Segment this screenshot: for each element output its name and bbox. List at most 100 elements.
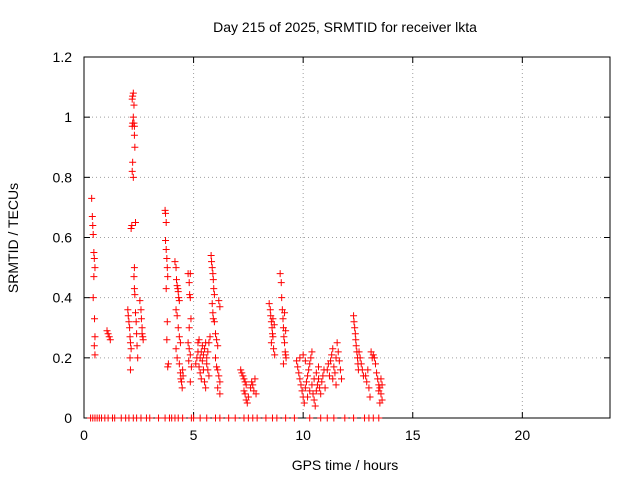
tick-layer bbox=[83, 56, 610, 419]
data-point bbox=[328, 351, 336, 359]
data-point bbox=[311, 402, 319, 410]
data-point bbox=[333, 339, 341, 347]
data-point bbox=[129, 113, 137, 121]
data-point bbox=[90, 273, 98, 281]
data-point bbox=[306, 387, 314, 395]
data-point bbox=[210, 291, 218, 299]
data-point bbox=[306, 360, 314, 368]
data-point bbox=[293, 357, 301, 365]
data-point bbox=[162, 237, 170, 245]
x-tick-labels: 0 5 10 15 20 bbox=[80, 427, 530, 443]
data-point bbox=[132, 218, 140, 226]
data-point bbox=[282, 327, 290, 335]
data-point bbox=[179, 414, 187, 422]
data-point bbox=[187, 315, 195, 323]
data-point bbox=[174, 324, 182, 332]
data-point bbox=[214, 366, 222, 374]
data-point bbox=[176, 339, 184, 347]
data-point bbox=[281, 309, 289, 317]
data-point bbox=[175, 333, 183, 341]
data-point bbox=[373, 369, 381, 377]
data-point bbox=[318, 378, 326, 386]
data-point bbox=[308, 381, 316, 389]
data-point bbox=[375, 387, 383, 395]
data-point bbox=[276, 270, 284, 278]
data-point bbox=[282, 354, 290, 362]
data-point bbox=[130, 101, 138, 109]
data-point bbox=[124, 306, 132, 314]
data-point bbox=[308, 348, 316, 356]
data-point bbox=[248, 378, 256, 386]
data-point bbox=[133, 342, 141, 350]
data-point bbox=[355, 348, 363, 356]
data-point bbox=[132, 309, 140, 317]
data-point bbox=[129, 173, 137, 181]
data-point bbox=[225, 414, 233, 422]
data-point bbox=[304, 372, 312, 380]
data-point bbox=[331, 369, 339, 377]
data-point bbox=[375, 414, 383, 422]
data-point bbox=[90, 342, 98, 350]
data-point bbox=[185, 357, 193, 365]
data-point bbox=[332, 381, 340, 389]
data-point bbox=[90, 255, 98, 263]
data-point bbox=[215, 372, 223, 380]
data-point bbox=[178, 378, 186, 386]
data-point bbox=[253, 414, 261, 422]
data-point bbox=[298, 387, 306, 395]
data-point bbox=[134, 354, 142, 362]
data-point bbox=[90, 249, 98, 257]
data-point bbox=[301, 357, 309, 365]
data-point bbox=[290, 414, 298, 422]
data-point bbox=[195, 336, 203, 344]
data-point bbox=[277, 279, 285, 287]
y-tick-label: 0.2 bbox=[53, 350, 73, 366]
data-point bbox=[309, 390, 317, 398]
data-point bbox=[241, 378, 249, 386]
data-point bbox=[341, 414, 349, 422]
data-point bbox=[231, 414, 239, 422]
data-point bbox=[171, 258, 179, 266]
data-point bbox=[103, 327, 111, 335]
data-point bbox=[273, 414, 281, 422]
data-point bbox=[209, 315, 217, 323]
y-tick-label: 0 bbox=[64, 410, 72, 426]
data-point bbox=[240, 375, 248, 383]
data-point bbox=[266, 306, 274, 314]
data-point bbox=[197, 375, 205, 383]
data-point bbox=[192, 360, 200, 368]
data-point bbox=[130, 131, 138, 139]
data-point bbox=[164, 273, 172, 281]
data-point bbox=[186, 291, 194, 299]
plot-frame bbox=[83, 56, 611, 419]
data-point bbox=[213, 336, 221, 344]
data-point bbox=[357, 360, 365, 368]
data-point bbox=[321, 384, 329, 392]
data-point bbox=[369, 351, 377, 359]
data-point bbox=[332, 354, 340, 362]
data-point bbox=[212, 354, 219, 362]
data-point bbox=[137, 315, 145, 323]
data-point bbox=[297, 381, 305, 389]
data-point bbox=[173, 354, 181, 362]
data-point bbox=[203, 360, 211, 368]
data-point bbox=[294, 363, 302, 371]
y-tick-label: 0.8 bbox=[53, 169, 73, 185]
data-point bbox=[299, 351, 307, 359]
data-point bbox=[281, 339, 289, 347]
data-point bbox=[210, 285, 218, 293]
data-point bbox=[312, 369, 320, 377]
data-point bbox=[209, 309, 217, 317]
data-point bbox=[306, 414, 314, 422]
data-point bbox=[214, 342, 222, 350]
data-point bbox=[186, 270, 194, 278]
data-point bbox=[88, 194, 96, 202]
data-point bbox=[175, 294, 183, 302]
data-point bbox=[364, 366, 372, 374]
data-point bbox=[128, 167, 136, 175]
data-point bbox=[163, 255, 171, 263]
data-point bbox=[269, 315, 277, 323]
data-point bbox=[279, 315, 287, 323]
data-point bbox=[214, 384, 222, 392]
data-point bbox=[162, 246, 170, 254]
